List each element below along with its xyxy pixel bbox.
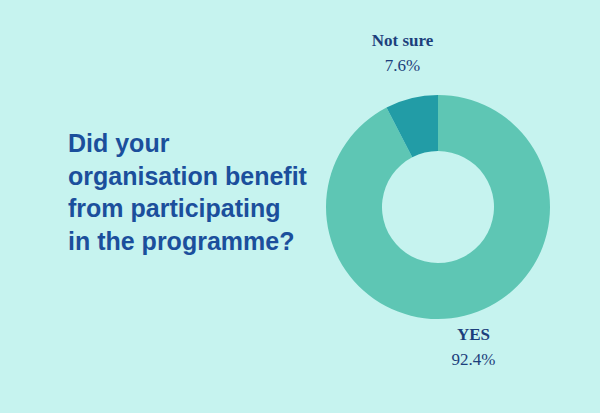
background xyxy=(0,0,600,413)
slice-name: Not sure xyxy=(372,31,434,50)
slice-name: YES xyxy=(457,325,490,344)
slice xyxy=(387,95,438,157)
data-label: 7.6% xyxy=(385,56,420,75)
title-line: Did your xyxy=(68,129,170,157)
donut xyxy=(326,95,550,319)
title: Did your organisation benefit from partici… xyxy=(68,129,308,255)
chart: Did your organisation benefit from partici… xyxy=(0,0,600,413)
labels: YES 92.4% Not sure 7.6% xyxy=(372,31,496,369)
title-line: organisation benefit xyxy=(68,162,308,190)
data-label: 92.4% xyxy=(452,350,496,369)
title-line: in the programme? xyxy=(68,227,294,255)
title-line: from participating xyxy=(68,194,281,222)
slice xyxy=(326,95,550,319)
